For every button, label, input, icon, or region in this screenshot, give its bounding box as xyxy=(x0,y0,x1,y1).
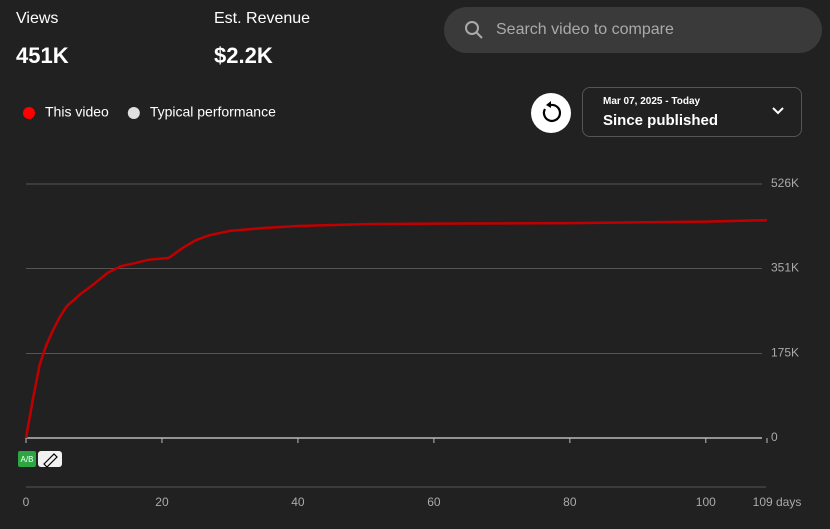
legend-dot xyxy=(23,107,35,119)
x-tick-label: 80 xyxy=(563,495,577,509)
y-tick-label: 175K xyxy=(771,346,799,360)
refresh-icon xyxy=(542,101,562,122)
series-line xyxy=(24,218,768,439)
ab-text: A/B xyxy=(21,455,34,464)
legend-label: This video xyxy=(45,104,109,120)
metric-label: Est. Revenue xyxy=(214,10,311,27)
x-tick-label: 60 xyxy=(427,495,441,509)
x-tick-label: 0 xyxy=(23,495,30,509)
date-label: Since published xyxy=(603,112,719,129)
legend: This video Typical performance xyxy=(23,104,276,120)
search-box[interactable]: Search video to compare xyxy=(444,7,822,53)
y-tick-label: 0 xyxy=(771,430,778,444)
x-tick-label: 100 xyxy=(696,495,716,509)
y-tick-label: 526K xyxy=(771,176,799,190)
legend-label: Typical performance xyxy=(150,104,276,120)
x-tick-label: 20 xyxy=(155,495,169,509)
search-placeholder: Search video to compare xyxy=(496,21,674,38)
pencil-icon xyxy=(43,453,58,468)
edit-badge xyxy=(38,451,62,467)
metric-value: $2.2K xyxy=(214,43,273,68)
date-range: Mar 07, 2025 - Today xyxy=(603,96,701,107)
chevron xyxy=(772,107,784,115)
legend-dot xyxy=(127,107,140,119)
metric-label: Views xyxy=(16,10,59,27)
refresh-button[interactable] xyxy=(531,93,571,133)
x-tick-label: 40 xyxy=(291,495,305,509)
search-icon xyxy=(465,21,483,39)
x-tick-label: 109 days xyxy=(753,495,802,509)
ab-badge xyxy=(18,451,36,467)
y-tick-label: 351K xyxy=(771,261,799,275)
date-dropdown[interactable]: Mar 07, 2025 - Today Since published xyxy=(582,87,802,137)
metric-value: 451K xyxy=(16,43,69,68)
